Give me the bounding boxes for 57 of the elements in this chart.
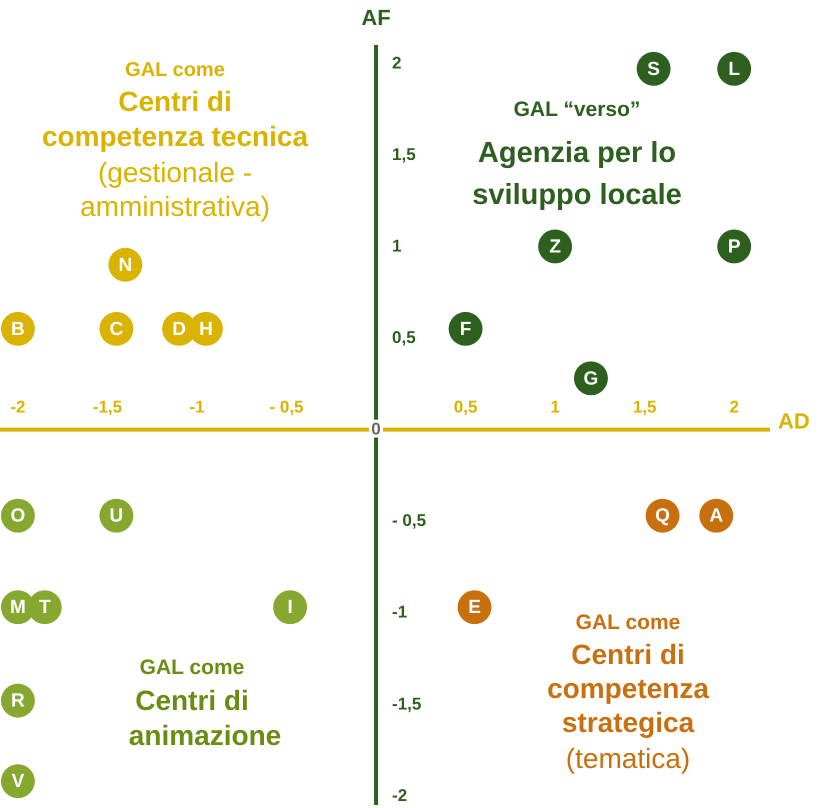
data-label: D (172, 318, 186, 340)
annotation: 0 (371, 420, 381, 439)
x-tick-label: 0,5 (454, 398, 478, 417)
data-label: L (728, 58, 740, 80)
x-tick-label: 1 (550, 398, 560, 417)
data-label: I (287, 597, 293, 618)
annotation: GAL “verso” (514, 98, 640, 121)
y-tick-label: -1,5 (392, 694, 422, 714)
data-label: O (10, 506, 26, 527)
data-label: M (10, 597, 26, 618)
point (273, 590, 308, 624)
annotation: (gestionale - (98, 157, 252, 188)
annotation: Centri di (571, 639, 685, 670)
x-tick-label: - 0,5 (269, 398, 304, 417)
y-axis-title: AF (361, 5, 391, 30)
annotation: animazione (128, 720, 282, 751)
y-tick-label: -1 (392, 602, 408, 622)
y-tick-label: -2 (392, 786, 408, 805)
x-tick-label: -1,5 (92, 398, 122, 417)
data-label: T (38, 597, 51, 618)
data-label: P (728, 236, 741, 258)
data-label: H (199, 318, 213, 340)
annotation: GAL come (576, 611, 680, 634)
annotation: amministrativa) (80, 191, 270, 222)
y-tick-label: 0,5 (392, 328, 416, 348)
y-tick-label: 1,5 (392, 144, 416, 164)
data-label: Z (549, 236, 562, 258)
data-label: C (110, 318, 124, 340)
x-tick-label: 2 (729, 398, 739, 417)
x-tick-label: -1 (189, 398, 205, 417)
annotation: competenza (547, 673, 710, 704)
annotation: sviluppo locale (472, 179, 682, 211)
data-label: Q (655, 506, 670, 527)
annotation: GAL come (125, 59, 225, 81)
data-label: B (11, 318, 25, 340)
data-label: G (584, 368, 598, 390)
data-label: R (11, 690, 26, 712)
data-label: S (647, 58, 660, 80)
annotation: (tematica) (566, 743, 690, 774)
annotation: Centri di (118, 86, 232, 117)
annotation: Centri di (135, 685, 249, 716)
annotation: GAL come (140, 656, 244, 679)
data-label: F (460, 318, 472, 340)
annotation: Agenzia per lo (478, 137, 676, 169)
data-label: U (110, 506, 124, 527)
data-label: A (709, 506, 724, 527)
x-tick-label: -2 (10, 398, 26, 417)
annotation: strategica (562, 707, 695, 738)
data-label: V (12, 771, 25, 792)
y-tick-label: 2 (392, 53, 402, 72)
y-tick-label: - 0,5 (392, 511, 426, 530)
annotation: competenza tecnica (42, 121, 308, 152)
x-tick-label: 1,5 (632, 398, 656, 417)
x-axis-title: AD (778, 408, 810, 434)
data-label: N (118, 254, 132, 276)
y-tick-label: 1 (392, 236, 402, 256)
data-label: E (468, 597, 481, 618)
